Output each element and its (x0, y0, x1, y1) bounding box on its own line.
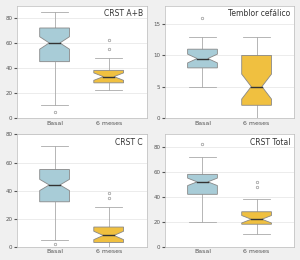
Polygon shape (94, 227, 124, 243)
Text: CRST A+B: CRST A+B (103, 9, 142, 18)
Text: CRST C: CRST C (115, 138, 142, 147)
Polygon shape (40, 170, 70, 202)
Polygon shape (94, 70, 124, 83)
Polygon shape (242, 55, 272, 105)
Polygon shape (40, 28, 70, 62)
Text: Temblor cefálico: Temblor cefálico (228, 9, 291, 18)
Polygon shape (188, 174, 218, 194)
Polygon shape (242, 212, 272, 224)
Text: CRST Total: CRST Total (250, 138, 291, 147)
Polygon shape (188, 49, 218, 68)
